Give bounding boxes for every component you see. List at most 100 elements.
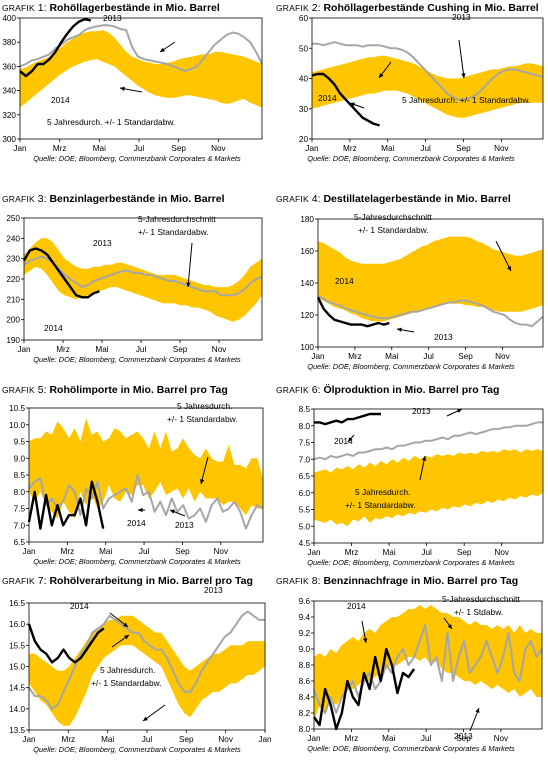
x-tick-label: Mrz <box>62 735 76 744</box>
chart-title-text: Rohöllagerbestände Cushing in Mio. Barre… <box>323 2 539 14</box>
y-tick-label: 360 <box>2 62 16 71</box>
chart-title-text: Benzinlagerbestände in Mio. Barrel <box>49 193 225 205</box>
y-tick-label: 16.5 <box>9 599 25 608</box>
source-note: Quelle: DOE; Bloomberg, Commerzbank Corp… <box>307 154 515 163</box>
annotation-label: 2014 <box>335 276 354 286</box>
series-2013-line <box>312 41 544 101</box>
x-tick-label: Jan <box>305 144 319 153</box>
chart-title-prefix: GRAFIK <box>2 3 35 13</box>
annotation-label: +/- 1 Stdabw. <box>454 607 503 617</box>
source-note: Quelle: DOE; Bloomberg, Commerzbank Corp… <box>33 557 241 566</box>
y-tick-label: 8.2 <box>299 709 311 718</box>
y-tick-label: 6.0 <box>299 489 311 498</box>
chart-title: GRAFIK 4: Destillatelagerbestände in Mio… <box>276 193 511 205</box>
y-tick-label: 16.0 <box>9 620 25 629</box>
annotation-label: +/- 1 Standardabw. <box>358 225 429 235</box>
chart-svg: 100 120 140 160 180 Jan Mrz Mai Jul Sep Nov 5-Jahre… <box>300 212 544 361</box>
y-tick-label: 4.5 <box>299 539 311 548</box>
y-tick-label: 7.0 <box>299 455 311 464</box>
y-tick-label: 220 <box>6 275 20 284</box>
series-2013-line <box>313 624 543 714</box>
callout-arrow-line <box>458 39 465 79</box>
y-tick-label: 14.5 <box>9 684 25 693</box>
callout-arrow-head <box>124 635 129 640</box>
x-tick-label: Sep <box>456 144 471 153</box>
callout-arrow-head <box>507 266 511 271</box>
x-tick-label: Jan <box>307 734 321 743</box>
chart-title-text: Rohöllagerbestände in Mio. Barrel <box>49 2 220 14</box>
x-tick-label: Jan <box>22 547 36 556</box>
y-tick-label: 140 <box>300 279 314 288</box>
x-tick-label: Jul <box>134 144 145 153</box>
callout-arrow-head <box>123 622 128 627</box>
annotation-label: 2013 <box>412 406 431 416</box>
chart-title-text: Rohölimporte in Mio. Barrel pro Tag <box>49 384 228 396</box>
y-tick-label: 14.0 <box>9 705 25 714</box>
chart-title: GRAFIK 2: Rohöllagerbestände Cushing in … <box>276 2 539 14</box>
chart-svg: 13.5 14.0 14.5 15.0 15.5 16.0 16.5 Jan Mrz Mai Jul… <box>9 585 272 744</box>
chart-panel-1: GRAFIK 1: Rohöllagerbestände in Mio. Bar… <box>0 0 274 191</box>
x-tick-label: Nov <box>495 352 510 361</box>
x-tick-label: Sep <box>173 345 188 354</box>
y-tick-label: 30 <box>299 105 309 114</box>
y-tick-label: 40 <box>299 75 309 84</box>
x-tick-label: Jan <box>311 352 325 361</box>
x-tick-label: Jul <box>423 352 434 361</box>
series-2013-line <box>317 294 544 328</box>
y-tick-label: 320 <box>2 111 16 120</box>
y-tick-label: 9.0 <box>299 645 311 654</box>
x-tick-label: Nov <box>494 734 509 743</box>
y-tick-label: 300 <box>2 135 16 144</box>
y-tick-label: 8.5 <box>14 471 26 480</box>
y-tick-label: 230 <box>6 255 20 264</box>
y-tick-label: 180 <box>300 215 314 224</box>
callout-arrow-head <box>138 507 143 513</box>
series-2013-line <box>28 474 264 530</box>
y-tick-label: 210 <box>6 295 20 304</box>
chart-panel-7: GRAFIK 7: Rohölverarbeitung in Mio. Barr… <box>0 573 274 764</box>
std-band-area <box>24 238 262 322</box>
y-tick-label: 7.0 <box>14 521 26 530</box>
callout-arrow-head <box>170 509 175 514</box>
annotation-label: 2013 <box>93 238 112 248</box>
source-note: Quelle: DOE; Bloomberg, Commerzbank Corp… <box>33 355 241 364</box>
chart-title-prefix: GRAFIK <box>276 385 309 395</box>
chart-title: GRAFIK 3: Benzinlagerbestände in Mio. Ba… <box>2 193 225 205</box>
x-tick-label: Jan <box>17 345 31 354</box>
chart-title: GRAFIK 5: Rohölimporte in Mio. Barrel pr… <box>2 384 228 396</box>
std-band-area <box>314 449 543 527</box>
y-tick-label: 9.5 <box>14 438 26 447</box>
x-tick-label: Nov <box>214 547 229 556</box>
annotation-label: 2013 <box>434 332 453 342</box>
annotation-label: 2013 <box>454 731 473 741</box>
chart-title-text: Destillatelagerbestände in Mio. Barrel <box>323 193 511 205</box>
x-tick-label: Sep <box>179 735 194 744</box>
annotation-label: 2014 <box>70 601 89 611</box>
series-2014-line <box>316 296 390 328</box>
x-tick-label: Mai <box>381 144 394 153</box>
plot-frame <box>19 17 263 140</box>
y-tick-label: 13.5 <box>9 726 25 735</box>
x-tick-label: Jan <box>258 735 272 744</box>
y-tick-label: 160 <box>300 247 314 256</box>
chart-title: GRAFIK 7: Rohölverarbeitung in Mio. Barr… <box>2 575 253 587</box>
x-tick-label: Mrz <box>343 144 357 153</box>
y-tick-label: 8.4 <box>299 693 311 702</box>
chart-svg: 190 200 210 220 230 240 250 Jan Mrz Mai Jul Sep Nov 2… <box>6 214 263 354</box>
callout-arrow-line <box>200 456 209 485</box>
x-tick-label: Nov <box>218 735 233 744</box>
y-tick-label: 15.5 <box>9 641 25 650</box>
annotation-label: 5-Jahresdurchschnitt <box>354 212 432 222</box>
series-2014-line <box>314 412 381 426</box>
y-tick-label: 7.5 <box>299 439 311 448</box>
y-tick-label: 9.6 <box>299 597 311 606</box>
y-tick-label: 100 <box>300 343 314 352</box>
y-tick-label: 60 <box>299 14 309 23</box>
chart-panel-3: GRAFIK 3: Benzinlagerbestände in Mio. Ba… <box>0 191 274 382</box>
chart-title: GRAFIK 1: Rohöllagerbestände in Mio. Bar… <box>2 2 220 14</box>
chart-title-number: 2: <box>311 2 321 14</box>
callout-arrow-head <box>160 47 165 52</box>
callout-arrow-head <box>397 327 402 332</box>
y-tick-label: 50 <box>299 44 309 53</box>
x-tick-label: Mrz <box>345 734 359 743</box>
